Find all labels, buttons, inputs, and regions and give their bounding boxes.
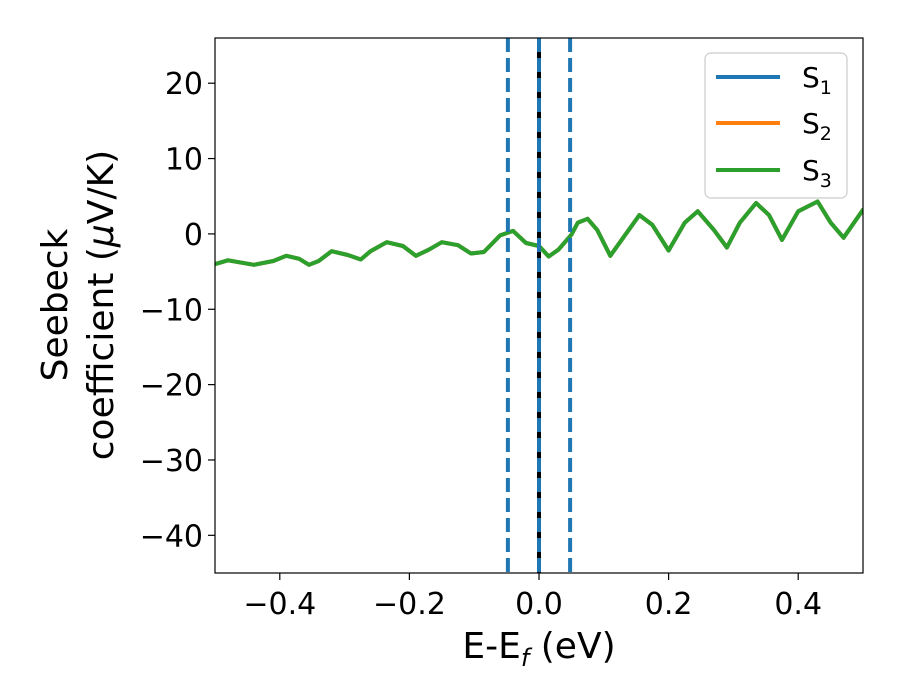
y-tick-label: 20: [165, 67, 203, 102]
y-axis-label-line1: Seebeck: [35, 228, 76, 381]
x-tick-label: −0.4: [243, 587, 316, 622]
y-tick-label: −30: [140, 444, 203, 479]
y-axis-label-line2: coefficient (μV/K): [81, 150, 122, 460]
series-line-s3: [215, 199, 863, 267]
x-tick-label: 0.4: [774, 587, 822, 622]
legend-label-s3: S3: [802, 154, 832, 192]
y-tick-label: −40: [140, 519, 203, 554]
x-tick-label: 0.2: [645, 587, 693, 622]
legend-label-s2: S2: [802, 107, 832, 145]
y-tick-label: 10: [165, 143, 203, 178]
y-axis-label: Seebeck coefficient (μV/K): [35, 150, 122, 460]
legend: S1 S2 S3: [704, 52, 848, 199]
y-tick-label: −10: [140, 293, 203, 328]
y-tick-label: −20: [140, 369, 203, 404]
y-tick-label: 0: [184, 218, 203, 253]
x-axis-label: E-Ef (eV): [462, 626, 615, 672]
x-tick-label: −0.2: [373, 587, 446, 622]
x-axis: −0.4 −0.2 0.0 0.2 0.4: [243, 573, 822, 622]
legend-box: [704, 52, 848, 199]
x-tick-label: 0.0: [515, 587, 563, 622]
legend-label-s1: S1: [802, 61, 832, 99]
y-axis: −40 −30 −20 −10 0 10 20: [140, 67, 215, 554]
